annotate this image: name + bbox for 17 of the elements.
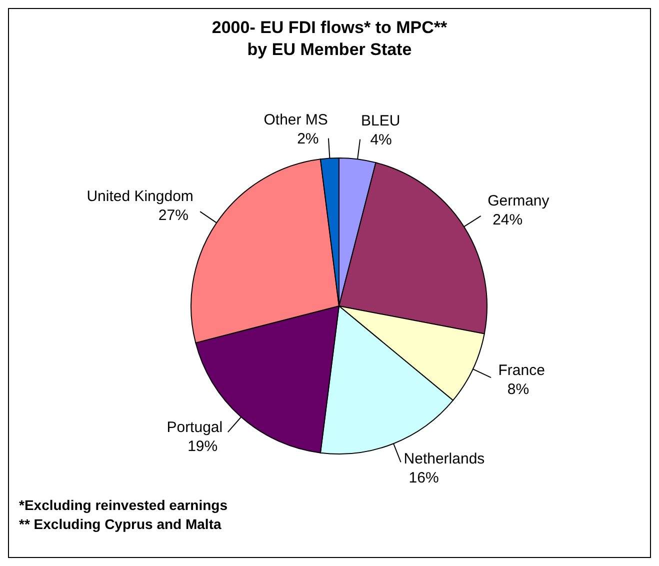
data-label: 19% xyxy=(188,438,218,456)
data-label: 4% xyxy=(370,131,392,148)
data-label: 24% xyxy=(492,212,523,229)
slice-label: Other MS xyxy=(264,111,328,128)
data-label: 27% xyxy=(158,207,188,224)
slice-label: Germany xyxy=(488,192,550,210)
text: ** Excluding Cyprus and Malta xyxy=(19,515,222,534)
data-label: 2% xyxy=(297,130,319,148)
data-label: 16% xyxy=(408,470,439,487)
slice-label: Portugal xyxy=(166,419,223,436)
slice-label: Netherlands xyxy=(404,450,485,468)
text: *Excluding reinvested earnings xyxy=(19,496,228,515)
slice-label: France xyxy=(498,362,545,379)
data-label: 8% xyxy=(507,380,530,398)
slice-label: BLEU xyxy=(361,112,400,130)
chart-title: 2000- EU FDI flows* to MPC** by EU Member State xyxy=(210,17,448,61)
slice-label: United Kingdom xyxy=(86,188,194,206)
